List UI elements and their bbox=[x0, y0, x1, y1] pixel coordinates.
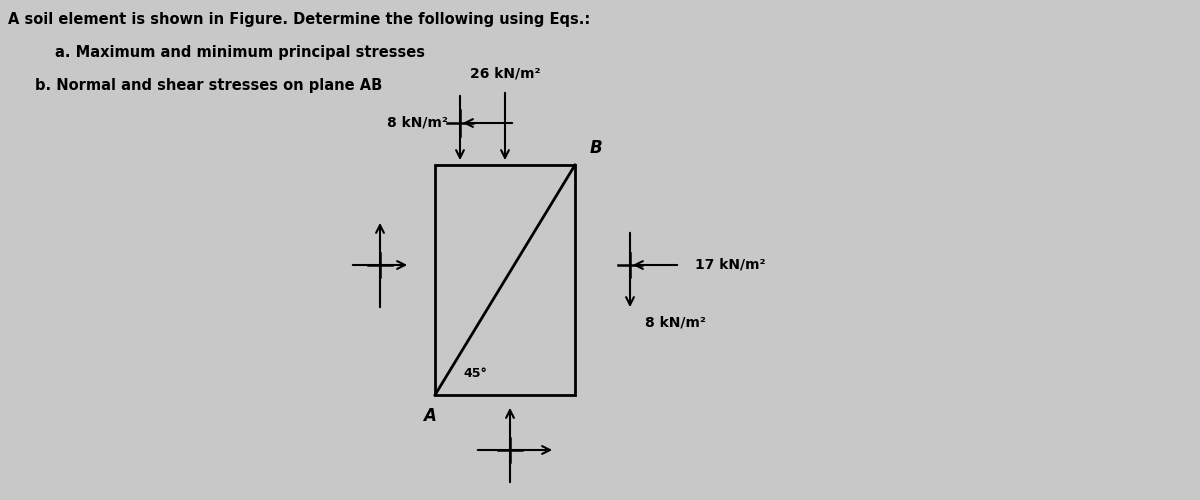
Text: 8 kN/m²: 8 kN/m² bbox=[646, 315, 706, 329]
Text: A: A bbox=[424, 407, 437, 425]
Text: A soil element is shown in Figure. Determine the following using Eqs.:: A soil element is shown in Figure. Deter… bbox=[8, 12, 590, 27]
Bar bbox=[434, 165, 575, 395]
Text: 17 kN/m²: 17 kN/m² bbox=[695, 258, 766, 272]
Text: B: B bbox=[590, 139, 602, 157]
Text: 45°: 45° bbox=[463, 367, 487, 380]
Text: a. Maximum and minimum principal stresses: a. Maximum and minimum principal stresse… bbox=[55, 45, 425, 60]
Text: b. Normal and shear stresses on plane AB: b. Normal and shear stresses on plane AB bbox=[35, 78, 383, 93]
Text: 8 kN/m²: 8 kN/m² bbox=[388, 116, 448, 130]
Text: 26 kN/m²: 26 kN/m² bbox=[469, 66, 540, 80]
